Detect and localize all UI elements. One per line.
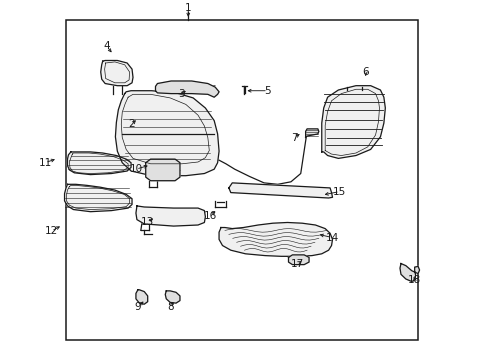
Text: 4: 4: [103, 41, 110, 51]
Polygon shape: [115, 91, 219, 176]
Polygon shape: [321, 86, 385, 158]
Text: 13: 13: [141, 217, 154, 228]
Text: 12: 12: [44, 226, 58, 236]
Polygon shape: [145, 159, 180, 181]
Text: 17: 17: [290, 258, 304, 269]
Text: 1: 1: [184, 3, 191, 13]
Text: 8: 8: [166, 302, 173, 312]
Polygon shape: [305, 129, 318, 138]
Polygon shape: [67, 152, 131, 175]
Polygon shape: [155, 81, 219, 97]
Text: 10: 10: [129, 164, 142, 174]
Text: 15: 15: [332, 186, 346, 197]
Polygon shape: [64, 184, 132, 212]
Text: 6: 6: [362, 67, 368, 77]
Text: 16: 16: [203, 211, 217, 221]
Polygon shape: [165, 291, 180, 303]
Text: 2: 2: [128, 119, 135, 129]
Text: 7: 7: [290, 132, 297, 143]
Polygon shape: [288, 255, 308, 265]
Text: 18: 18: [407, 275, 421, 285]
Polygon shape: [101, 60, 133, 86]
Text: 14: 14: [325, 233, 339, 243]
Polygon shape: [219, 222, 332, 256]
Text: 5: 5: [264, 86, 271, 96]
Polygon shape: [228, 183, 332, 198]
Bar: [66, 20, 417, 340]
Polygon shape: [399, 264, 419, 282]
Polygon shape: [136, 206, 205, 226]
Text: 3: 3: [178, 89, 185, 99]
Text: 11: 11: [38, 158, 52, 168]
Text: 9: 9: [134, 302, 141, 312]
Polygon shape: [136, 290, 147, 304]
